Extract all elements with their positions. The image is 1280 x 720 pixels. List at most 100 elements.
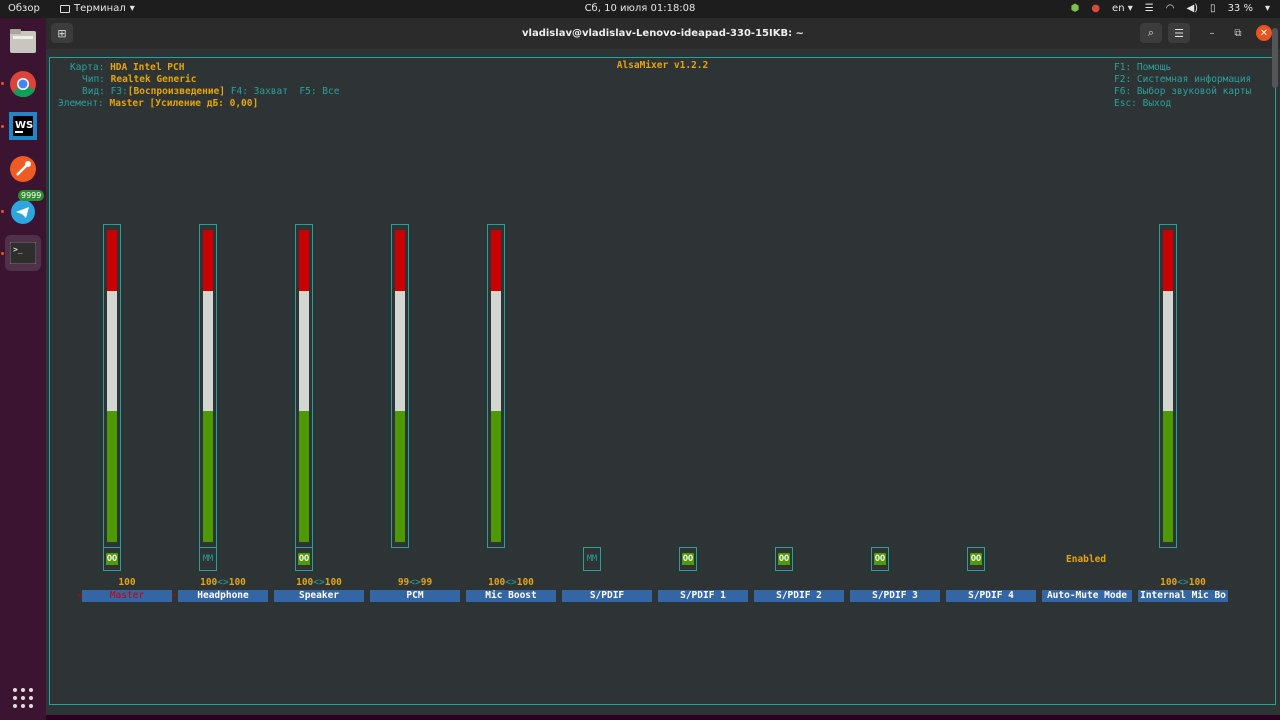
mute-toggle[interactable]: OO <box>295 547 313 571</box>
restore-button[interactable]: ⧉ <box>1230 25 1246 41</box>
minimize-button[interactable]: – <box>1204 25 1220 41</box>
channel-strip[interactable]: OO S/PDIF 1 <box>658 49 754 715</box>
terminal-content[interactable]: AlsaMixer v1.2.2 Карта: HDA Intel PCH Чи… <box>46 49 1280 715</box>
activities-button[interactable]: Обзор <box>8 3 40 14</box>
search-button[interactable]: ⌕ <box>1140 23 1162 43</box>
volume-right: 100 <box>228 577 246 588</box>
volume-fill <box>395 230 405 542</box>
record-icon[interactable]: ● <box>1091 3 1101 14</box>
view-f4: F4: Захват <box>230 86 288 97</box>
selection-left-marker: < <box>77 591 82 600</box>
menu-icon[interactable]: ☰ <box>1144 3 1154 14</box>
volume-separator: <> <box>505 577 517 588</box>
channel-strip[interactable]: 100<>100 Mic Boost <box>466 49 562 715</box>
channel-strip[interactable]: 100<>100 Internal Mic Bo <box>1138 49 1234 715</box>
scrollbar[interactable] <box>1272 28 1278 88</box>
clock[interactable]: Сб, 10 июля 01:18:08 <box>584 3 696 14</box>
volume-bar[interactable] <box>1159 224 1177 548</box>
running-indicator <box>1 82 4 85</box>
volume-left: 99 <box>397 577 410 588</box>
channel-name[interactable]: S/PDIF 2 <box>754 590 844 602</box>
channel-strip[interactable]: MM S/PDIF <box>562 49 658 715</box>
channel-name[interactable]: Internal Mic Bo <box>1138 590 1228 602</box>
mute-toggle[interactable]: OO <box>775 547 793 571</box>
channel-name[interactable]: Auto-Mute Mode <box>1042 590 1132 602</box>
terminal-icon: >_ <box>10 242 36 264</box>
show-apps-button[interactable] <box>5 680 41 716</box>
volume-bar[interactable] <box>487 224 505 548</box>
help-f6: F6: Выбор звуковой карты <box>1114 86 1252 97</box>
mute-state: OO <box>873 553 887 565</box>
channel-strip[interactable]: OO S/PDIF 4 <box>946 49 1042 715</box>
volume-bar[interactable] <box>391 224 409 548</box>
channel-name[interactable]: PCM <box>370 590 460 602</box>
channel-name[interactable]: Mic Boost <box>466 590 556 602</box>
channel-strip[interactable]: OO S/PDIF 3 <box>850 49 946 715</box>
volume-segment <box>299 230 309 291</box>
dock-files[interactable] <box>5 23 41 59</box>
mute-toggle[interactable]: OO <box>679 547 697 571</box>
channel-name[interactable]: S/PDIF 3 <box>850 590 940 602</box>
volume-segment <box>203 230 213 291</box>
mute-state: OO <box>681 553 695 565</box>
svg-text:>_: >_ <box>13 245 23 254</box>
dock-chrome[interactable] <box>5 66 41 102</box>
volume-bar[interactable] <box>199 224 217 548</box>
battery-icon: ▯ <box>1210 3 1216 14</box>
dock-telegram[interactable]: 9999 <box>5 190 45 229</box>
volume-icon: ◀) <box>1186 3 1199 14</box>
mute-toggle[interactable]: OO <box>103 547 121 571</box>
chevron-down-icon[interactable]: ▾ <box>1264 3 1270 14</box>
channel-strip[interactable]: OO 100 Master < > <box>77 49 178 715</box>
volume-bar[interactable] <box>295 224 313 548</box>
system-tray[interactable]: ⬢ ● en ▾ ☰ ◠ ◀) ▯ 33 % ▾ <box>1071 0 1270 18</box>
terminal-window: ⊞ vladislav@vladislav-Lenovo-ideapad-330… <box>46 18 1280 715</box>
menu-button[interactable]: ☰ <box>1168 23 1190 43</box>
dock-postman[interactable] <box>5 151 41 187</box>
postman-icon <box>10 156 36 182</box>
channel-strip[interactable]: Auto-Mute Mode <box>1042 49 1138 715</box>
volume-separator: <> <box>313 577 325 588</box>
svg-text:WS: WS <box>15 120 33 131</box>
close-button[interactable]: ✕ <box>1256 25 1272 41</box>
title-bar[interactable]: ⊞ vladislav@vladislav-Lenovo-ideapad-330… <box>46 18 1280 49</box>
window-title: vladislav@vladislav-Lenovo-ideapad-330-1… <box>522 28 804 39</box>
channel-strip[interactable]: OO S/PDIF 2 <box>754 49 850 715</box>
dock-terminal[interactable]: >_ <box>5 235 41 271</box>
channel-name[interactable]: Master <box>82 590 172 602</box>
lang-indicator[interactable]: en ▾ <box>1112 0 1133 18</box>
card-info: Карта: HDA Intel PCH <box>70 62 184 74</box>
element-label: Элемент: <box>58 98 104 109</box>
help-f2: F2: Системная информация <box>1114 74 1252 85</box>
volume-bar[interactable] <box>103 224 121 548</box>
channel-strip[interactable]: 99<>99 PCM <box>370 49 466 715</box>
channel-name[interactable]: Headphone <box>178 590 268 602</box>
app-menu[interactable]: Терминал ▾ <box>60 0 135 18</box>
mute-toggle[interactable]: OO <box>967 547 985 571</box>
channel-strip[interactable]: MM 100<>100 Headphone <box>178 49 274 715</box>
channel-name[interactable]: S/PDIF <box>562 590 652 602</box>
channel-name[interactable]: S/PDIF 4 <box>946 590 1036 602</box>
new-tab-button[interactable]: ⊞ <box>51 23 73 43</box>
running-indicator <box>1 210 4 213</box>
mute-toggle[interactable]: MM <box>199 547 217 571</box>
view-f3: F3: <box>110 86 128 97</box>
channel-name[interactable]: S/PDIF 1 <box>658 590 748 602</box>
mute-state: MM <box>586 554 598 564</box>
channel-strip[interactable]: OO 100<>100 Speaker <box>274 49 370 715</box>
new-tab-icon: ⊞ <box>57 26 67 40</box>
volume-fill <box>107 230 117 542</box>
channel-name[interactable]: Speaker <box>274 590 364 602</box>
mute-state: OO <box>297 553 311 565</box>
selection-right-marker: > <box>172 591 177 600</box>
running-indicator <box>1 252 4 255</box>
mute-toggle[interactable]: OO <box>871 547 889 571</box>
volume-left: 100 <box>1160 577 1178 588</box>
mute-toggle[interactable]: MM <box>583 547 601 571</box>
volume-segment <box>203 410 213 542</box>
shield-icon[interactable]: ⬢ <box>1070 3 1080 14</box>
dock-webstorm[interactable]: WS <box>5 108 41 144</box>
volume-segment <box>491 230 501 291</box>
chevron-down-icon: ▾ <box>129 3 135 14</box>
webstorm-icon: WS <box>9 112 37 140</box>
